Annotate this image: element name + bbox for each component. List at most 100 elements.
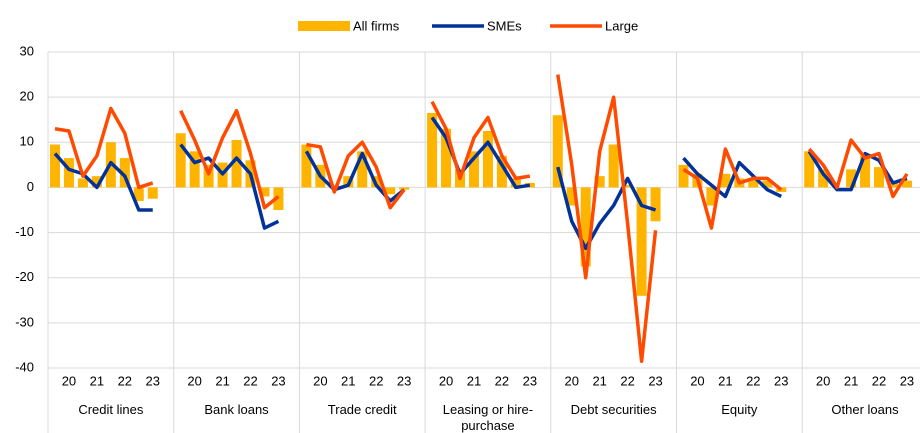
group-label: Trade credit [327,402,397,417]
x-tick-label: 21 [844,373,858,388]
x-tick-label: 21 [215,373,229,388]
x-tick-label: 22 [746,373,760,388]
line [430,116,531,190]
line [682,147,783,230]
bar [874,167,885,188]
x-tick-label: 21 [718,373,732,388]
y-tick-label: 30 [20,43,34,58]
x-tick-label: 22 [118,373,132,388]
bar [846,169,857,188]
y-tick-label: -20 [15,269,34,284]
bar [399,187,410,190]
x-tick-label: 20 [187,373,201,388]
bar [818,169,829,188]
group-label: Debt securities [570,402,657,417]
legend-label: SMEs [487,18,522,33]
bar [608,144,619,188]
x-tick-label: 20 [313,373,327,388]
x-tick-label: 21 [341,373,355,388]
bar [496,155,507,188]
bar [259,187,270,197]
bar [552,115,563,188]
line [556,166,657,251]
line [807,138,909,199]
x-tick-label: 20 [690,373,704,388]
x-tick-label: 20 [816,373,830,388]
bar [636,187,647,296]
bar [203,164,214,188]
x-tick-label: 22 [495,373,509,388]
line [306,140,406,210]
bar [580,187,591,267]
legend-label: Large [605,18,638,33]
x-tick-label: 20 [439,373,453,388]
x-tick-label: 23 [397,373,411,388]
line [556,74,658,363]
bar [357,151,368,188]
bar [720,173,731,188]
bar [77,178,88,188]
bar [301,144,312,188]
legend-swatch [298,21,350,31]
y-tick-label: 0 [27,179,34,194]
group-label: Leasing or hire-purchase [442,402,534,433]
x-tick-label: 23 [900,373,914,388]
x-tick-label: 21 [592,373,606,388]
bar [385,187,396,195]
bar [91,176,102,188]
bar [650,187,661,222]
bar [119,158,130,188]
x-tick-label: 21 [467,373,481,388]
x-tick-label: 22 [872,373,886,388]
y-tick-label: -10 [15,224,34,239]
x-tick-label: 22 [620,373,634,388]
bar [482,131,493,188]
bar [441,128,452,188]
x-tick-label: 23 [146,373,160,388]
bar [706,187,717,206]
line [807,150,908,192]
bar [622,185,633,188]
line [430,100,531,181]
y-tick-label: -40 [15,359,34,374]
x-tick-label: 20 [62,373,76,388]
line [682,156,783,199]
y-tick-label: 20 [20,89,34,104]
bar [887,182,898,188]
group-label: Other loans [831,402,899,417]
bar [860,155,871,188]
line [179,143,280,230]
x-tick-label: 23 [271,373,285,388]
x-tick-label: 22 [243,373,257,388]
bar [49,144,60,188]
group-label: Bank loans [204,402,269,417]
bar [594,176,605,188]
bar [189,151,200,188]
x-tick-label: 21 [90,373,104,388]
bar [273,187,284,210]
bar [748,178,759,188]
x-tick-label: 23 [774,373,788,388]
bar [175,133,186,188]
bar [231,140,242,188]
bar [510,178,521,188]
y-tick-label: 10 [20,134,34,149]
bar [901,180,912,188]
y-tick-label: -30 [15,314,34,329]
bar [804,151,815,188]
group-label: Equity [721,402,758,417]
group-label: Credit lines [78,402,144,417]
bar [147,187,158,199]
x-tick-label: 22 [369,373,383,388]
bar [427,112,438,188]
bar [63,158,74,188]
line [54,106,154,190]
x-tick-label: 23 [523,373,537,388]
bar [566,187,577,206]
bar [133,187,144,201]
line [53,152,153,212]
bar [678,164,689,188]
bar [762,180,773,188]
